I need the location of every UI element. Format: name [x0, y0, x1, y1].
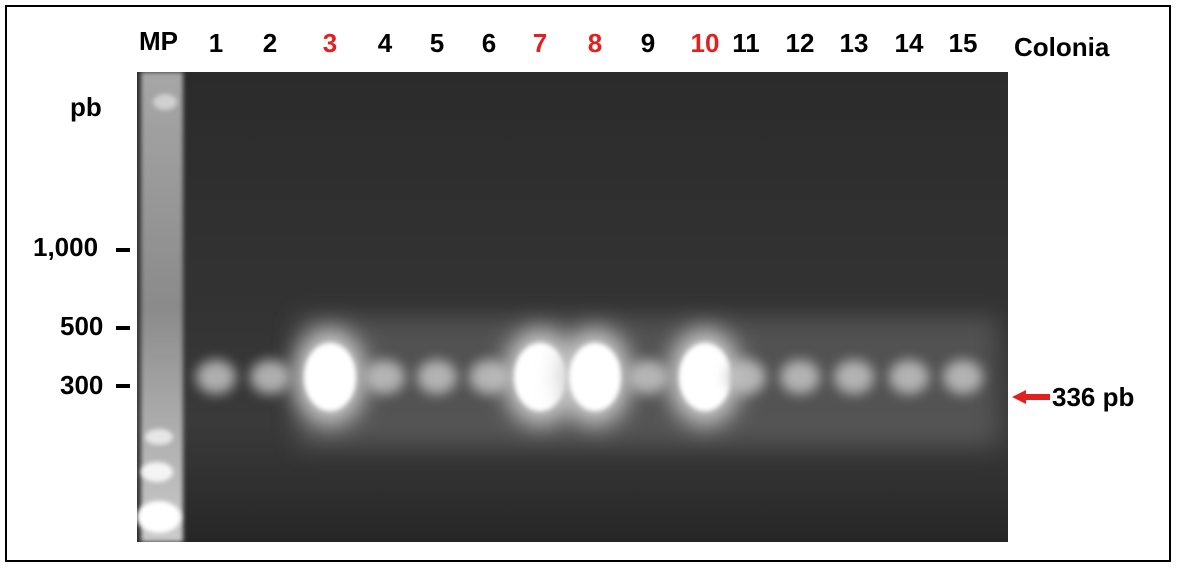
size-tick-1000: [116, 248, 130, 252]
size-marker-500: 500: [60, 311, 104, 341]
band-lane-13: [834, 360, 874, 394]
lane-label-13: 13: [839, 28, 869, 58]
size-marker-300: 300: [60, 370, 104, 400]
lane-label-2: 2: [262, 28, 278, 58]
band-lane-9: [628, 360, 668, 394]
lane-label-3: 3: [322, 28, 338, 58]
gel-canvas: [137, 72, 1008, 542]
lane-label-7: 7: [532, 28, 548, 58]
lane-label-4: 4: [377, 28, 393, 58]
band-lane-5: [417, 360, 457, 394]
lane-label-5: 5: [429, 28, 445, 58]
lane-label-9: 9: [640, 28, 656, 58]
band-lane-12: [780, 360, 820, 394]
size-unit-label: pb: [70, 92, 102, 122]
lane-label-1: 1: [208, 28, 224, 58]
lane-label-10: 10: [690, 28, 720, 58]
band-lane-11: [726, 360, 766, 394]
lane-label-6: 6: [481, 28, 497, 58]
sample-bands: [196, 329, 983, 425]
gel-image: [137, 72, 1008, 542]
colonia-label: Colonia: [1014, 32, 1110, 62]
marker-lane-label: MP: [139, 26, 178, 56]
size-tick-300: [116, 384, 130, 388]
band-lane-4: [365, 360, 405, 394]
band-size-annotation: 336 pb: [1052, 382, 1135, 412]
ladder-lane: [137, 72, 183, 542]
lane-label-12: 12: [785, 28, 815, 58]
band-lane-6: [469, 360, 509, 394]
band-lane-3: [294, 329, 366, 425]
lane-label-11: 11: [732, 28, 760, 58]
lane-label-15: 15: [948, 28, 978, 58]
band-lane-10: [669, 329, 741, 425]
band-lane-8: [559, 329, 631, 425]
band-lane-2: [250, 360, 290, 394]
band-lane-15: [943, 360, 983, 394]
size-marker-1000: 1,000: [33, 232, 99, 262]
band-lane-1: [196, 360, 236, 394]
band-arrow-icon: [1012, 390, 1050, 404]
band-lane-14: [889, 360, 929, 394]
lane-label-14: 14: [894, 28, 924, 58]
band-lane-7: [504, 329, 576, 425]
lane-label-8: 8: [587, 28, 603, 58]
size-tick-500: [116, 326, 130, 330]
